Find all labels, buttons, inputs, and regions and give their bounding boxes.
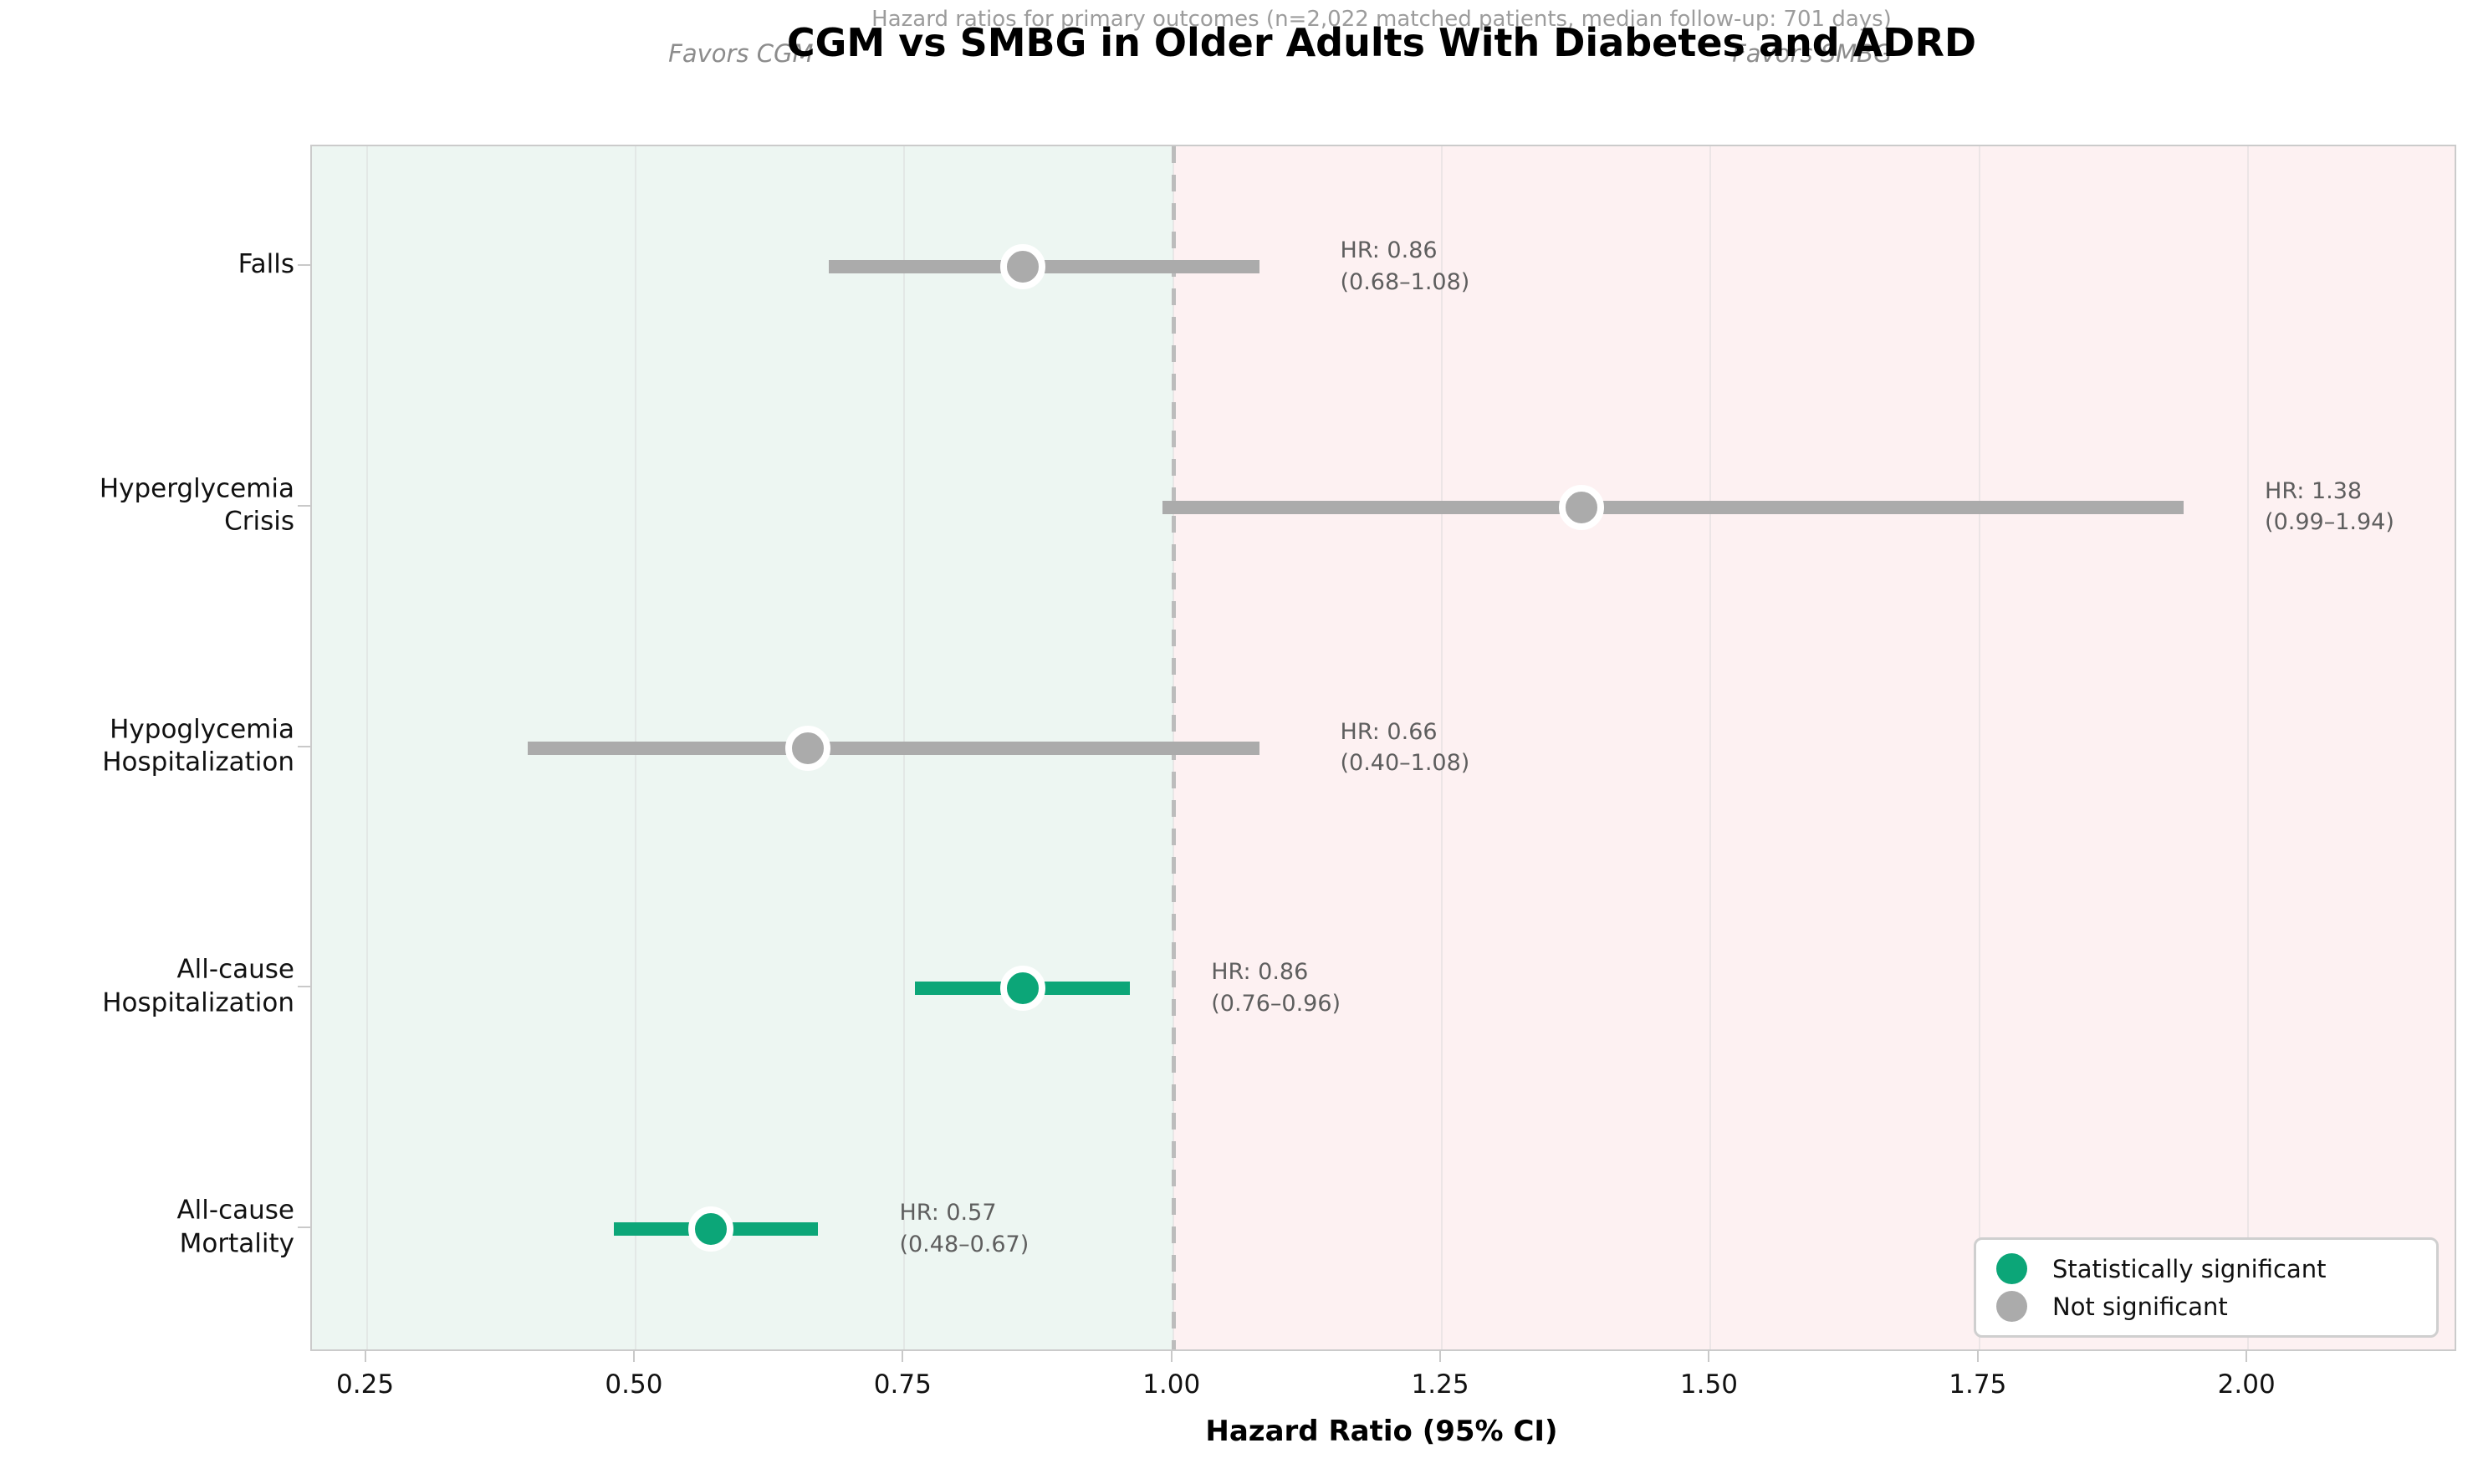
hr-marker xyxy=(999,243,1045,289)
y-tick-mark xyxy=(298,745,310,747)
hr-annotation: HR: 1.38 (0.99–1.94) xyxy=(2265,476,2394,539)
outcome-label-hypoglycemia-hospitalization: Hypoglycemia Hospitalization xyxy=(0,713,294,779)
chart-subtitle: Hazard ratios for primary outcomes (n=2,… xyxy=(871,7,1892,32)
gridline xyxy=(1709,146,1712,1349)
x-tick-mark xyxy=(364,1349,366,1362)
gridline xyxy=(2247,146,2250,1349)
hr-annotation: HR: 0.86 (0.68–1.08) xyxy=(1341,235,1470,298)
legend-item-not-significant: Not significant xyxy=(1996,1291,2416,1322)
ci-range-text: (0.68–1.08) xyxy=(1340,268,1470,295)
hr-value-text: HR: 1.38 xyxy=(2265,477,2363,504)
ci-range-text: (0.99–1.94) xyxy=(2265,509,2394,536)
gridline xyxy=(365,146,368,1349)
hr-value-text: HR: 0.86 xyxy=(1340,237,1438,264)
favors-cgm-label: Favors CGM xyxy=(668,39,814,68)
outcome-label-line: Hypoglycemia xyxy=(110,713,294,744)
ci-range-text: (0.48–0.67) xyxy=(899,1232,1030,1258)
x-tick-label: 0.75 xyxy=(873,1369,932,1400)
not-significant-dot-icon xyxy=(1996,1291,2027,1322)
hr-marker xyxy=(784,725,830,771)
hr-value-text: HR: 0.57 xyxy=(899,1200,997,1226)
hr-value-text: HR: 0.66 xyxy=(1340,718,1438,745)
hr-marker xyxy=(687,1206,733,1252)
hr-marker xyxy=(1559,484,1605,530)
significant-dot-icon xyxy=(1996,1253,2027,1284)
x-tick-label: 1.50 xyxy=(1679,1369,1738,1400)
hr-annotation: HR: 0.86 (0.76–0.96) xyxy=(1211,957,1341,1021)
x-tick-mark xyxy=(1170,1349,1173,1362)
outcome-label-falls: Falls xyxy=(0,248,294,282)
x-tick-mark xyxy=(632,1349,635,1362)
x-tick-label: 1.75 xyxy=(1949,1369,2007,1400)
y-tick-mark xyxy=(298,986,310,988)
x-tick-label: 2.00 xyxy=(2217,1369,2276,1400)
ci-range-text: (0.76–0.96) xyxy=(1211,991,1341,1017)
ci-range-text: (0.40–1.08) xyxy=(1340,750,1470,777)
x-tick-label: 0.50 xyxy=(605,1369,663,1400)
ci-bar xyxy=(1162,500,2184,514)
outcome-label-line: Mortality xyxy=(179,1228,294,1259)
x-tick-label: 1.00 xyxy=(1142,1369,1201,1400)
outcome-label-line: All-cause xyxy=(176,954,294,985)
outcome-label-all-cause-hospitalization: All-cause Hospitalization xyxy=(0,954,294,1020)
hr-annotation: HR: 0.57 (0.48–0.67) xyxy=(899,1197,1029,1261)
gridline xyxy=(1978,146,1980,1349)
plot-area: HR: 0.86 (0.68–1.08) HR: 1.38 (0.99–1.94) HR… xyxy=(310,145,2456,1351)
y-tick-mark xyxy=(298,504,310,507)
x-tick-mark xyxy=(2246,1349,2248,1362)
favors-smbg-region xyxy=(1173,146,2455,1349)
ci-bar xyxy=(528,741,1259,755)
outcome-label-line: Hospitalization xyxy=(102,747,294,778)
outcome-label-line: Hyperglycemia xyxy=(99,473,294,504)
legend-item-label: Statistically significant xyxy=(2052,1254,2327,1283)
x-tick-label: 1.25 xyxy=(1411,1369,1469,1400)
hr-marker xyxy=(999,966,1045,1012)
x-tick-label: 0.25 xyxy=(336,1369,395,1400)
favors-smbg-label: Favors SMBG xyxy=(1732,39,1893,68)
x-tick-mark xyxy=(1439,1349,1442,1362)
outcome-label-line: Crisis xyxy=(224,506,294,537)
outcome-label-all-cause-mortality: All-cause Mortality xyxy=(0,1194,294,1260)
x-tick-mark xyxy=(1708,1349,1710,1362)
gridline xyxy=(1441,146,1443,1349)
legend-box: Statistically significant Not significan… xyxy=(1974,1237,2439,1338)
outcome-label-hyperglycemia-crisis: Hyperglycemia Crisis xyxy=(0,472,294,538)
hr-value-text: HR: 0.86 xyxy=(1211,959,1309,986)
y-tick-mark xyxy=(298,263,310,266)
chart-title: CGM vs SMBG in Older Adults With Diabete… xyxy=(786,20,1977,65)
x-tick-mark xyxy=(1976,1349,1979,1362)
hr-annotation: HR: 0.66 (0.40–1.08) xyxy=(1341,717,1470,780)
y-tick-mark xyxy=(298,1226,310,1229)
x-tick-mark xyxy=(902,1349,904,1362)
legend-item-significant: Statistically significant xyxy=(1996,1253,2416,1284)
outcome-label-line: Hospitalization xyxy=(102,987,294,1018)
outcome-label-line: Falls xyxy=(238,249,294,280)
x-axis-label: Hazard Ratio (95% CI) xyxy=(1205,1415,1558,1448)
outcome-label-line: All-cause xyxy=(176,1195,294,1226)
legend-item-label: Not significant xyxy=(2052,1292,2228,1321)
